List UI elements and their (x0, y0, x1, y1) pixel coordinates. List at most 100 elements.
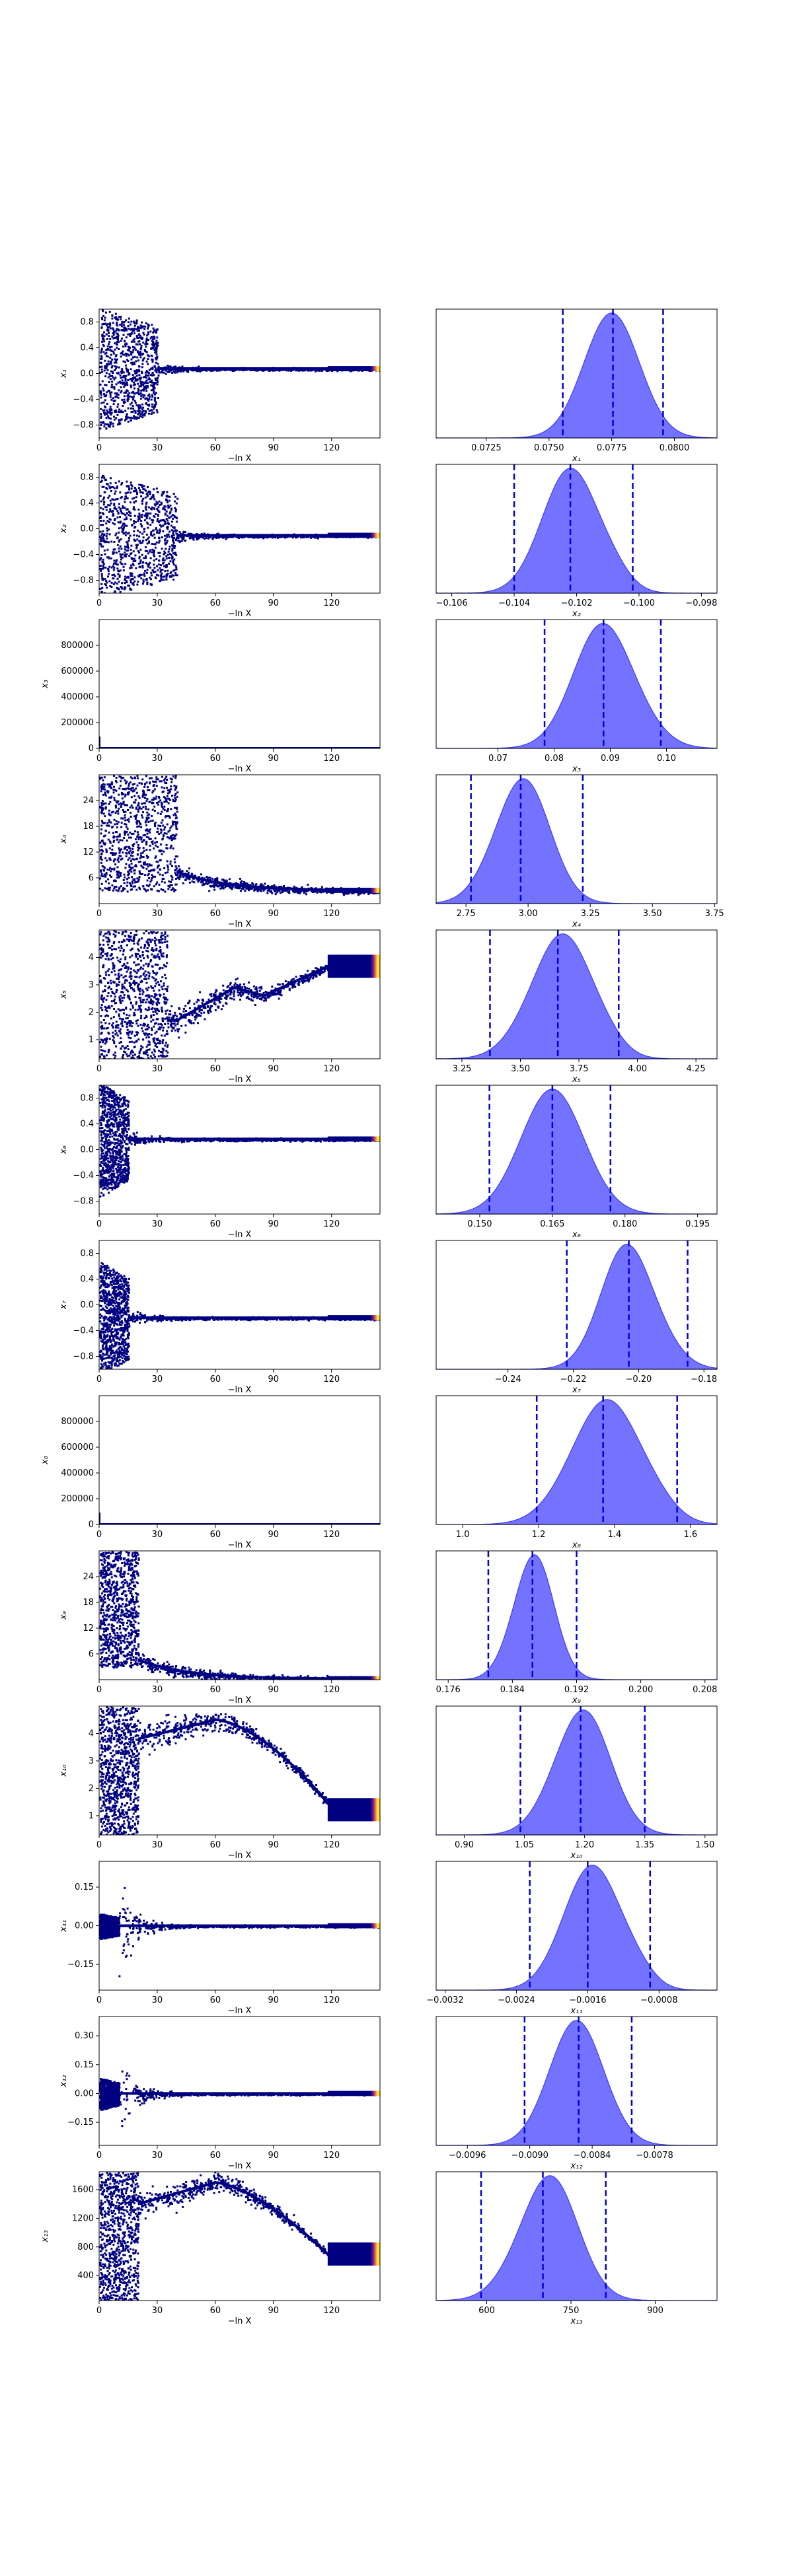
trace-point (120, 872, 122, 875)
trace-point (148, 393, 151, 396)
trace-point (147, 408, 149, 410)
trace-point (109, 499, 112, 502)
trace-point (171, 550, 174, 552)
trace-point (141, 353, 143, 356)
trace-point (128, 873, 130, 875)
trace-point (152, 388, 155, 391)
trace-point (165, 815, 167, 818)
trace-point (276, 536, 279, 539)
trace-point (116, 343, 118, 345)
trace-point (151, 394, 153, 396)
trace-point (109, 487, 112, 489)
trace-point (126, 878, 128, 880)
trace-point (166, 515, 169, 517)
trace-point (149, 801, 151, 803)
trace-point (159, 530, 161, 532)
trace-point (105, 349, 108, 351)
trace-point (118, 807, 120, 810)
trace-point (173, 890, 176, 892)
trace-point (172, 530, 174, 532)
trace-point (147, 378, 150, 380)
trace-point (136, 880, 139, 883)
trace-point (170, 520, 173, 523)
trace-point (132, 790, 134, 793)
trace-point (106, 482, 108, 485)
trace-point (157, 574, 160, 577)
trace-point (143, 861, 146, 864)
trace-point (124, 379, 127, 382)
trace-xlabel: −ln X (228, 919, 252, 929)
trace-point (130, 579, 132, 582)
trace-point (173, 834, 176, 837)
trace-point (145, 800, 148, 803)
trace-point (169, 553, 171, 555)
trace-point (124, 319, 127, 322)
trace-point (102, 596, 104, 598)
trace-point (151, 403, 153, 406)
trace-point (139, 491, 141, 493)
trace-point (130, 358, 133, 361)
trace-point (102, 563, 105, 565)
trace-point (155, 801, 158, 804)
trace-point (157, 491, 159, 493)
trace-point (143, 414, 146, 417)
trace-point (128, 577, 130, 579)
trace-point (133, 410, 135, 412)
trace-point (167, 569, 169, 572)
trace-point (152, 331, 155, 334)
trace-point (170, 509, 172, 511)
trace-point (110, 821, 112, 824)
trace-point (137, 838, 140, 841)
trace-point (145, 379, 148, 382)
trace-point (109, 814, 112, 816)
trace-point (126, 804, 129, 806)
trace-point (137, 777, 139, 779)
trace-point (112, 334, 115, 336)
trace-point (154, 841, 157, 844)
trace-point (126, 524, 128, 527)
trace-point (127, 420, 130, 423)
trace-point (325, 891, 328, 894)
trace-point (128, 317, 130, 320)
trace-point (165, 542, 167, 545)
trace-point (145, 489, 147, 492)
trace-point (176, 855, 178, 858)
trace-point (130, 332, 133, 334)
trace-point (101, 421, 104, 424)
trace-point (143, 863, 145, 866)
trace-point (315, 887, 317, 890)
trace-point (342, 892, 345, 895)
trace-point (104, 353, 107, 355)
trace-point (125, 336, 128, 339)
trace-point (146, 521, 149, 524)
trace-point (133, 522, 135, 524)
trace-point (143, 572, 146, 575)
trace-point (134, 521, 137, 524)
trace-point (141, 499, 143, 502)
trace-point (207, 537, 209, 540)
trace-point (101, 785, 104, 788)
trace-point (281, 535, 283, 538)
trace-point (126, 830, 128, 833)
trace-point (102, 351, 105, 353)
trace-point (144, 375, 147, 378)
trace-point (168, 797, 170, 800)
trace-point (140, 389, 143, 392)
trace-point (118, 422, 121, 425)
trace-point (132, 847, 134, 850)
trace-point (147, 542, 150, 544)
trace-point (104, 815, 106, 818)
trace-point (165, 373, 167, 375)
trace-point (315, 536, 317, 539)
trace-point (128, 791, 130, 794)
trace-point (138, 535, 141, 538)
trace-point (153, 869, 156, 871)
trace-point (144, 349, 147, 352)
trace-point (139, 356, 142, 359)
trace-point (102, 545, 104, 548)
trace-point (99, 427, 102, 430)
trace-point (123, 588, 126, 590)
trace-point (225, 884, 228, 887)
trace-point (153, 330, 156, 333)
trace-point (165, 575, 168, 578)
